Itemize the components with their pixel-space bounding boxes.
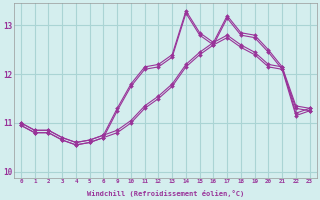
X-axis label: Windchill (Refroidissement éolien,°C): Windchill (Refroidissement éolien,°C) [87,190,244,197]
